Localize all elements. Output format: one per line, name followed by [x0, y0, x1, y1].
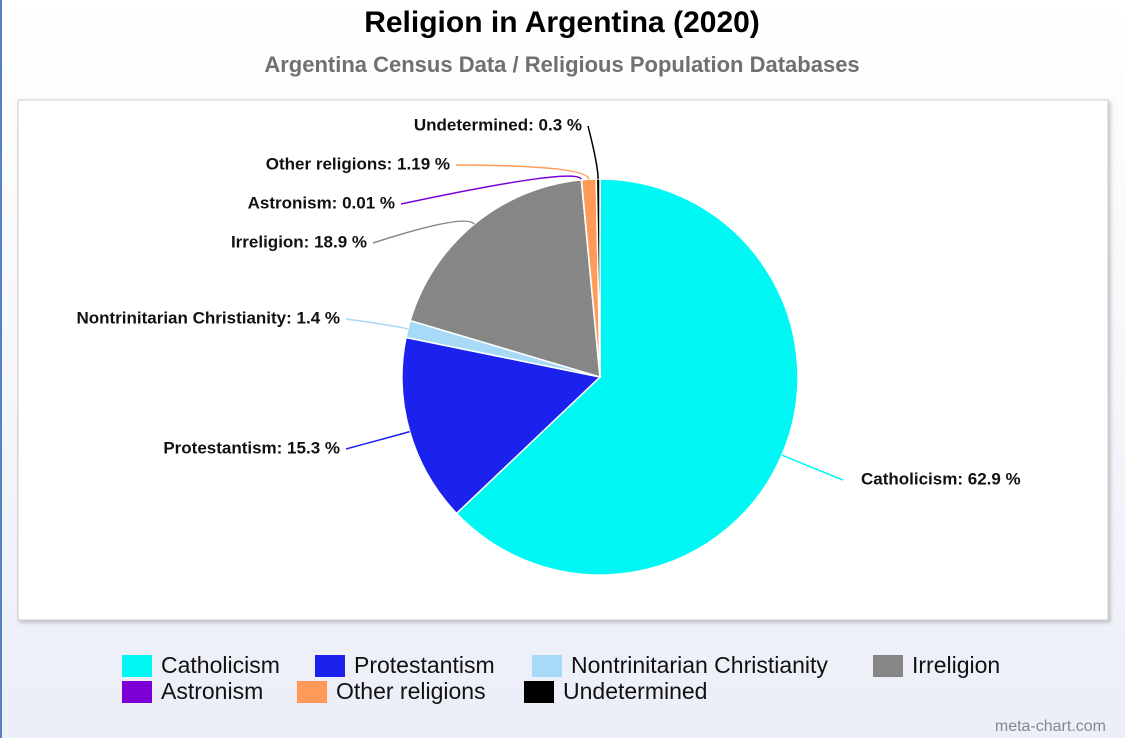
leader-line [781, 454, 844, 481]
legend-label: Undetermined [563, 678, 707, 704]
leader-line [400, 175, 583, 205]
leader-line [372, 220, 475, 244]
legend-swatch [297, 681, 327, 703]
legend-swatch [873, 655, 903, 677]
legend-label: Protestantism [354, 652, 495, 678]
pie-slice [455, 178, 799, 576]
pie-slice [409, 179, 601, 379]
legend-swatch [532, 655, 562, 677]
pie-slice [401, 336, 602, 515]
legend-label: Astronism [161, 678, 263, 704]
data-label: Astronism: 0.01 % [248, 193, 395, 212]
data-label: Nontrinitarian Christianity: 1.4 % [76, 308, 340, 327]
watermark: meta-chart.com [995, 718, 1106, 735]
legend-label: Other religions [336, 678, 486, 704]
legend-label: Catholicism [161, 652, 280, 678]
legend-swatch [122, 681, 152, 703]
legend-swatch [315, 655, 345, 677]
data-label: Catholicism: 62.9 % [861, 469, 1021, 488]
legend-swatch [524, 681, 554, 703]
leader-line [345, 430, 410, 450]
legend-swatch [122, 655, 152, 677]
leader-line [345, 318, 409, 330]
data-label: Undetermined: 0.3 % [414, 115, 582, 134]
chart-title: Religion in Argentina (2020) [364, 6, 760, 39]
leader-line [587, 125, 599, 180]
legend-label: Irreligion [912, 652, 1000, 678]
data-label: Other religions: 1.19 % [266, 154, 450, 173]
chart-subtitle: Argentina Census Data / Religious Popula… [264, 52, 859, 77]
leader-line [455, 164, 590, 180]
data-label: Protestantism: 15.3 % [163, 438, 340, 457]
data-label: Irreligion: 18.9 % [231, 232, 367, 251]
legend-label: Nontrinitarian Christianity [571, 652, 828, 678]
